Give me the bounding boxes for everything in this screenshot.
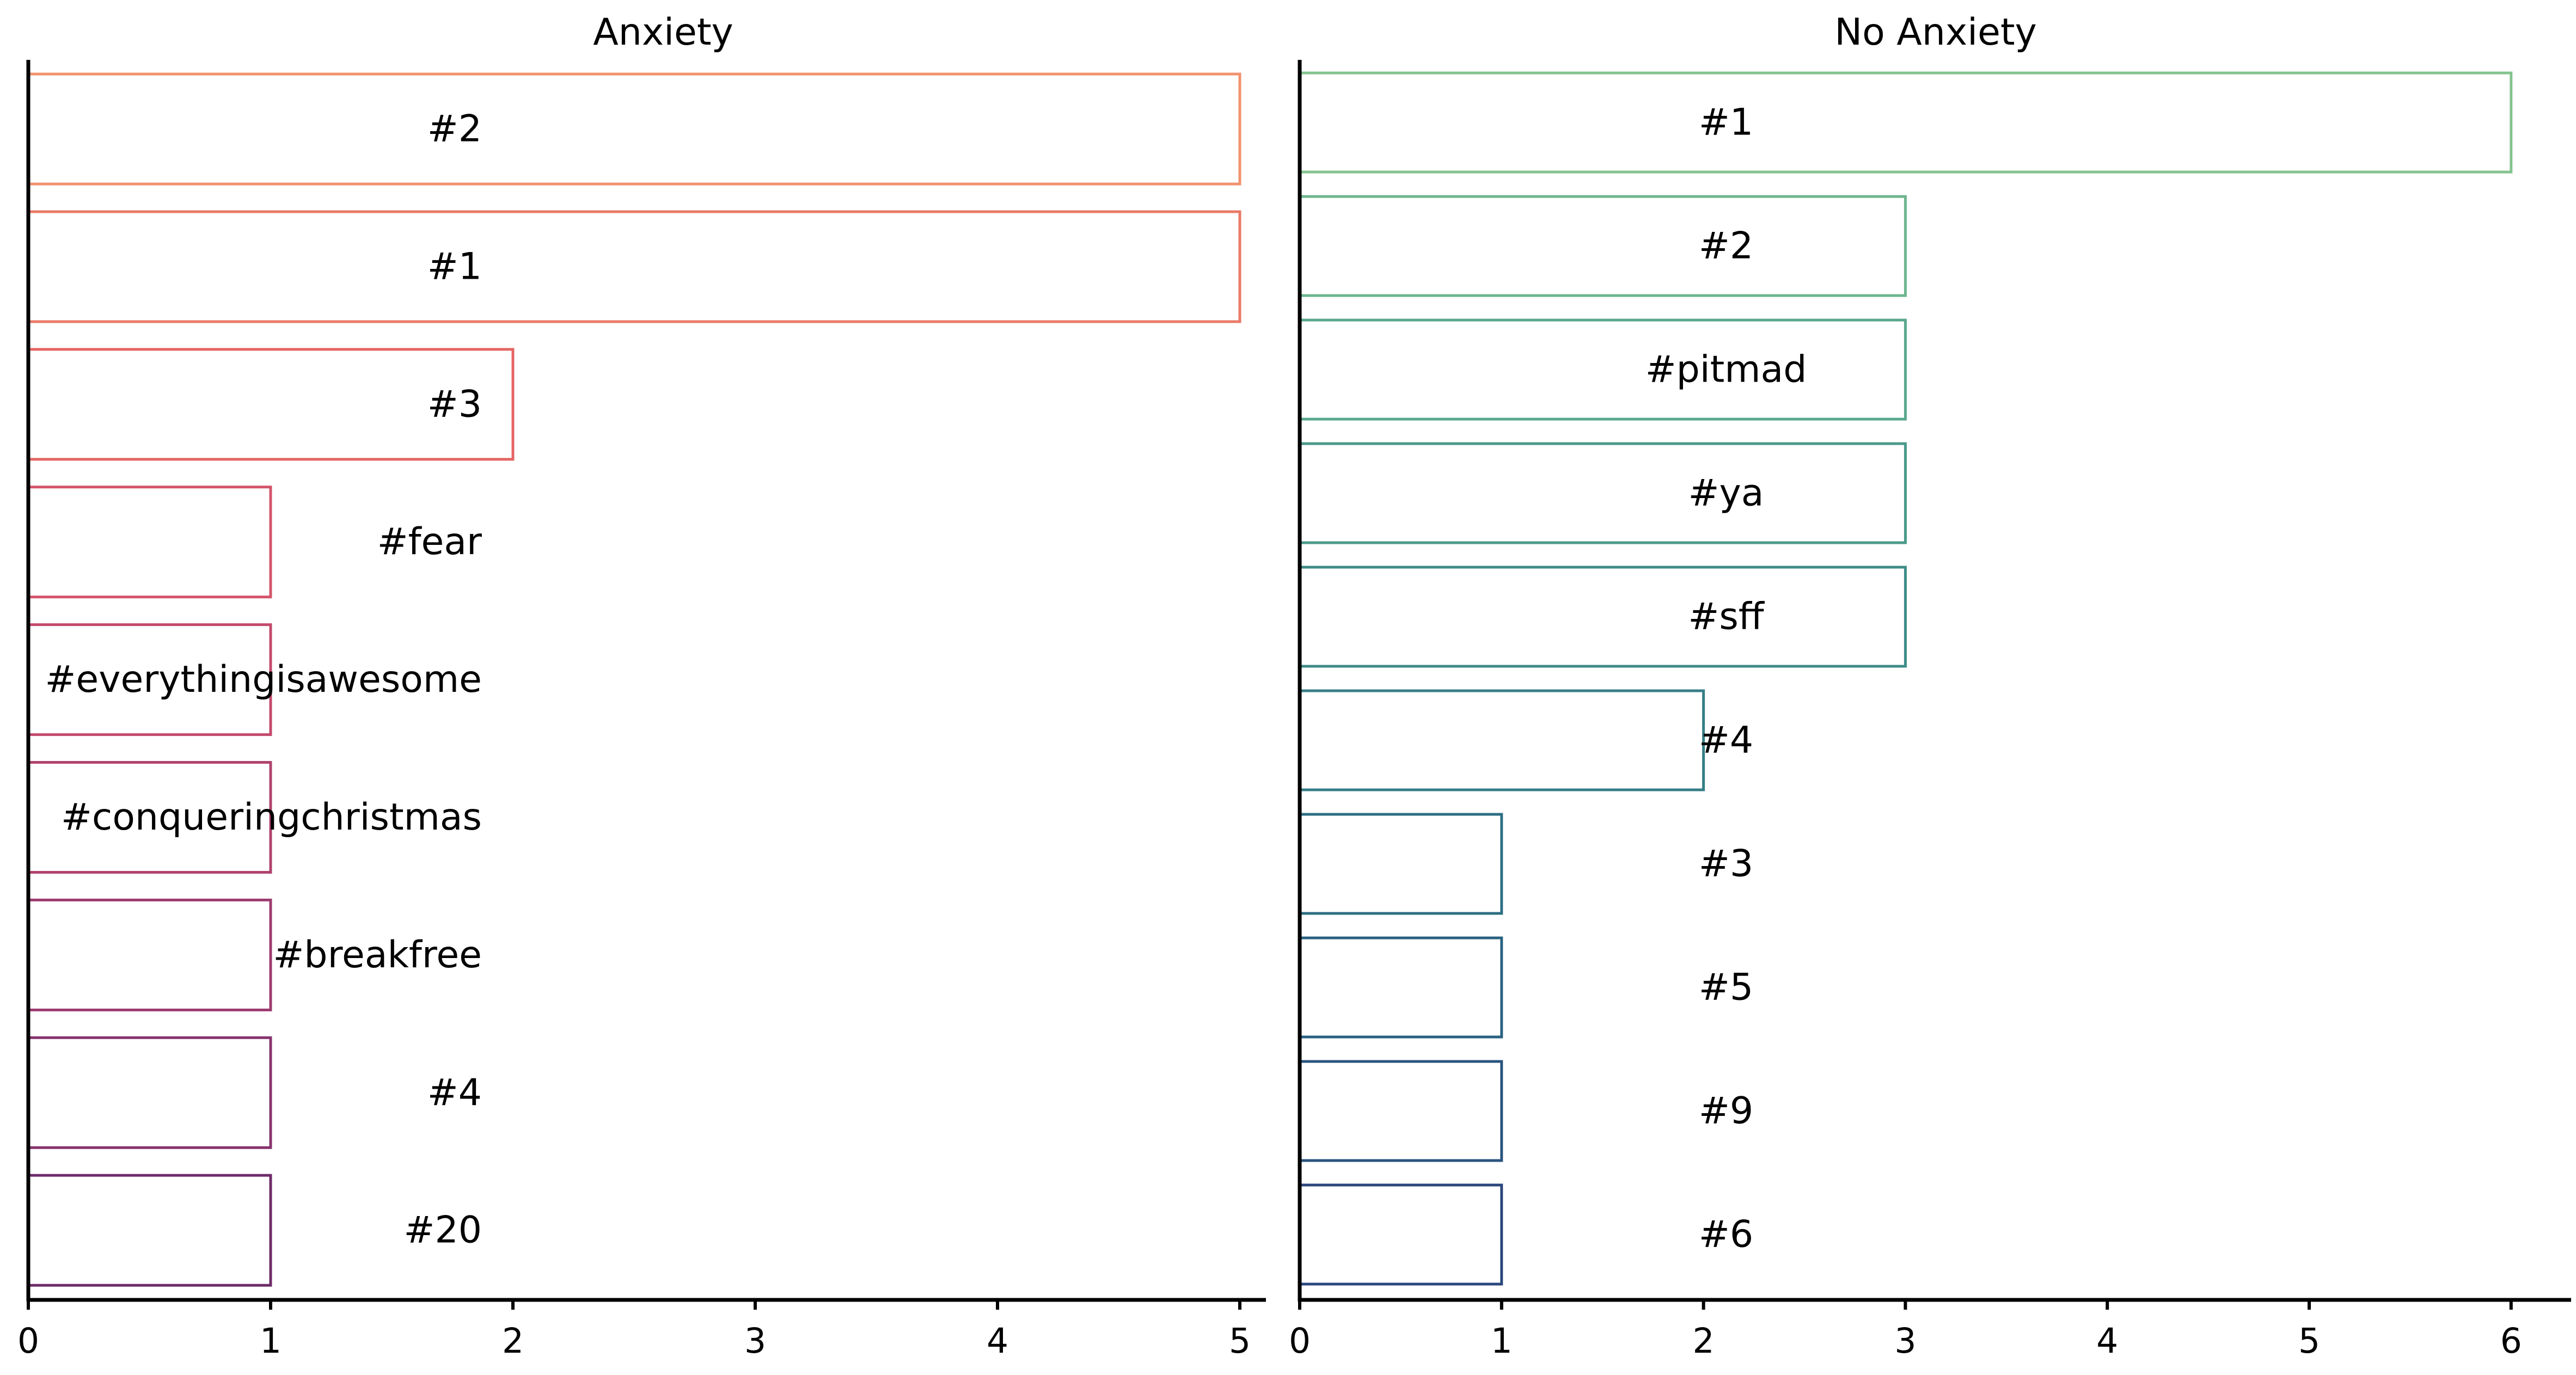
anxiety-bar-label-conqueringchristmas-5: #conqueringchristmas bbox=[61, 796, 482, 839]
no-anxiety-bar-5-7 bbox=[1298, 936, 1503, 1039]
anxiety-bar-4-7 bbox=[27, 1036, 272, 1149]
anxiety-bar-2-0 bbox=[27, 72, 1241, 186]
anxiety-bar-label-20-8: #20 bbox=[403, 1209, 482, 1252]
no-anxiety-bar-label-ya-3: #ya bbox=[1688, 472, 1764, 515]
anxiety-x-tick-label-1: 1 bbox=[260, 1321, 282, 1361]
anxiety-x-tick-label-0: 0 bbox=[17, 1321, 39, 1361]
no-anxiety-bars bbox=[1298, 71, 2513, 1286]
anxiety-x-tick-label-2: 2 bbox=[502, 1321, 524, 1361]
anxiety-bar-label-4-7: #4 bbox=[427, 1071, 482, 1114]
anxiety-bar-fear-3 bbox=[27, 486, 272, 599]
anxiety-bar-label-breakfree-6: #breakfree bbox=[273, 934, 482, 977]
no-anxiety-bar-4-5 bbox=[1298, 689, 1705, 791]
anxiety-x-ticks: 0 1 2 3 4 5 bbox=[17, 1300, 1251, 1361]
no-anxiety-bar-label-1-0: #1 bbox=[1699, 101, 1753, 144]
no-anxiety-x-tick-label-3: 3 bbox=[1894, 1321, 1916, 1361]
anxiety-x-tick-label-4: 4 bbox=[987, 1321, 1008, 1361]
no-anxiety-x-ticks: 0 1 2 3 4 5 6 bbox=[1289, 1300, 2522, 1361]
no-anxiety-bar-1-0 bbox=[1298, 71, 2513, 174]
no-anxiety-bar-3-6 bbox=[1298, 813, 1503, 915]
no-anxiety-bar-pitmad-2 bbox=[1298, 318, 1907, 421]
anxiety-bar-label-everythingisawesome-4: #everythingisawesome bbox=[45, 658, 482, 701]
no-anxiety-x-tick-label-2: 2 bbox=[1693, 1321, 1715, 1361]
no-anxiety-panel: No Anxiety #1#2#pitmad#ya#sff#4#3#5#9#6 … bbox=[1289, 11, 2571, 1361]
anxiety-bar-labels: #2 #1 #3 #fear #everythingisawesome #conqueri… bbox=[45, 108, 482, 1252]
no-anxiety-x-tick-label-4: 4 bbox=[2096, 1321, 2118, 1361]
no-anxiety-bar-label-3-6: #3 bbox=[1699, 843, 1753, 886]
anxiety-x-tick-label-5: 5 bbox=[1229, 1321, 1251, 1361]
no-anxiety-x-tick-label-1: 1 bbox=[1491, 1321, 1513, 1361]
anxiety-bar-label-3-2: #3 bbox=[427, 383, 482, 426]
no-anxiety-bar-2-1 bbox=[1298, 195, 1907, 297]
no-anxiety-bar-ya-3 bbox=[1298, 442, 1907, 544]
no-anxiety-x-tick-label-5: 5 bbox=[2298, 1321, 2320, 1361]
anxiety-panel: Anxiety #2#1#3#fear#everythingisawesome#… bbox=[17, 11, 1266, 1361]
no-anxiety-bar-sff-4 bbox=[1298, 566, 1907, 668]
no-anxiety-bar-label-4-5: #4 bbox=[1699, 719, 1753, 762]
no-anxiety-bar-label-sff-4: #sff bbox=[1688, 596, 1765, 639]
no-anxiety-bar-label-2-1: #2 bbox=[1699, 225, 1753, 268]
no-anxiety-bar-6-9 bbox=[1298, 1183, 1503, 1286]
anxiety-bar-label-fear-3: #fear bbox=[377, 520, 482, 563]
no-anxiety-bar-label-9-8: #9 bbox=[1699, 1090, 1753, 1133]
anxiety-bar-label-2-0: #2 bbox=[427, 108, 482, 151]
no-anxiety-x-tick-label-0: 0 bbox=[1289, 1321, 1311, 1361]
no-anxiety-bar-9-8 bbox=[1298, 1060, 1503, 1162]
anxiety-bar-1-1 bbox=[27, 210, 1241, 323]
anxiety-bar-breakfree-6 bbox=[27, 898, 272, 1011]
no-anxiety-bar-labels: #1 #2 #pitmad #ya #sff #4 #3 #5 #9 #6 bbox=[1645, 101, 1807, 1256]
no-anxiety-panel-title: No Anxiety bbox=[1834, 11, 2037, 54]
anxiety-x-tick-label-3: 3 bbox=[744, 1321, 766, 1361]
no-anxiety-bar-label-6-9: #6 bbox=[1699, 1213, 1753, 1256]
no-anxiety-x-tick-label-6: 6 bbox=[2500, 1321, 2522, 1361]
anxiety-bar-20-8 bbox=[27, 1174, 272, 1287]
no-anxiety-bar-label-pitmad-2: #pitmad bbox=[1645, 348, 1807, 391]
no-anxiety-bar-label-5-7: #5 bbox=[1699, 966, 1753, 1009]
anxiety-panel-title: Anxiety bbox=[593, 11, 733, 54]
anxiety-bar-label-1-1: #1 bbox=[427, 245, 482, 288]
